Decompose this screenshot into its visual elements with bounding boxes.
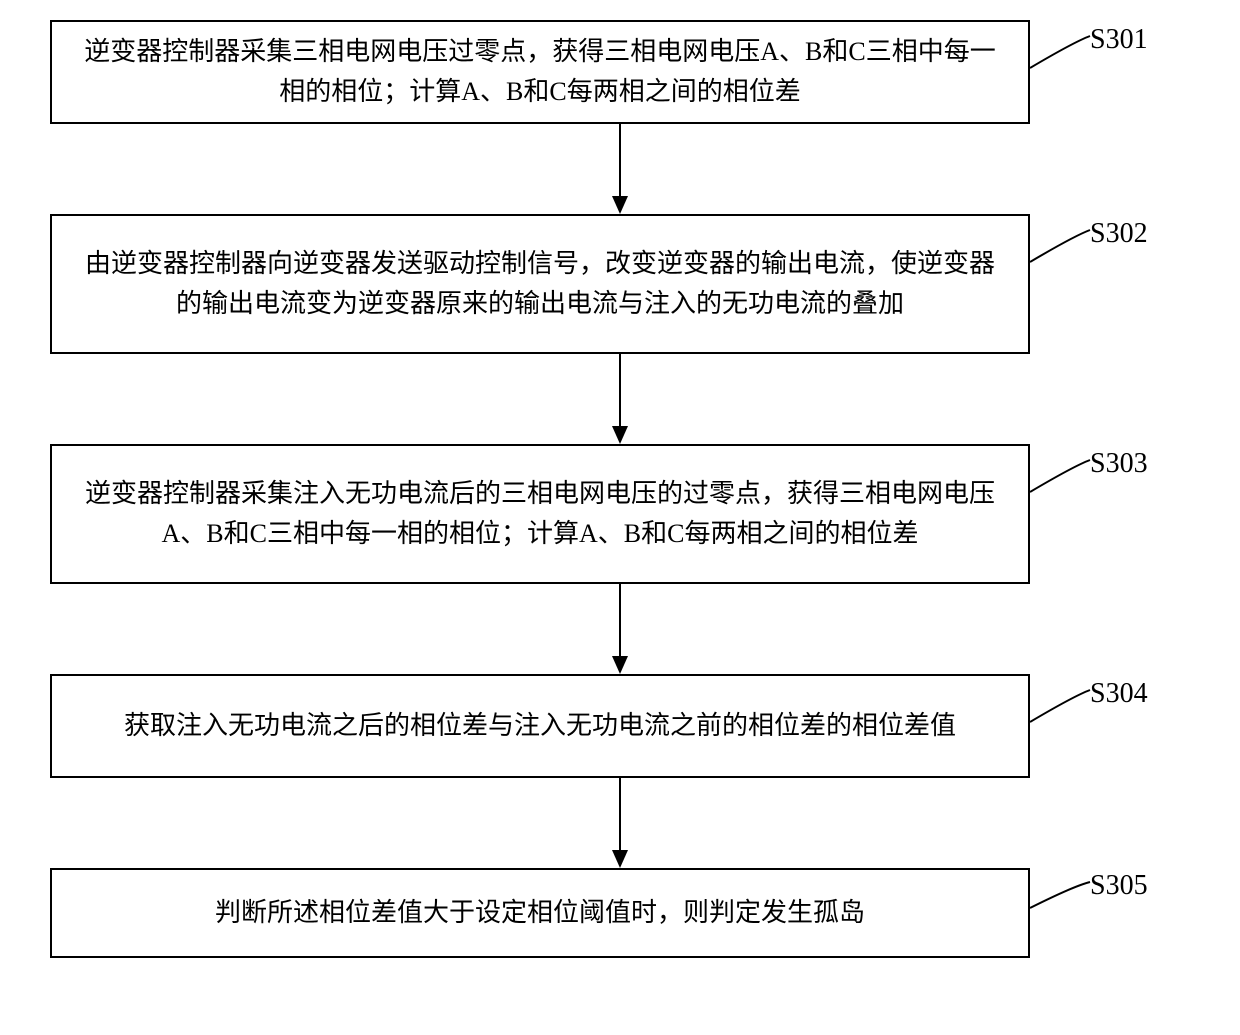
flow-node-s301: 逆变器控制器采集三相电网电压过零点，获得三相电网电压A、B和C三相中每一相的相位… <box>50 20 1030 124</box>
flow-node-s304: 获取注入无功电流之后的相位差与注入无功电流之前的相位差的相位差值 <box>50 674 1030 778</box>
flow-arrow <box>130 584 1110 674</box>
flow-node-s305: 判断所述相位差值大于设定相位阈值时，则判定发生孤岛 <box>50 868 1030 958</box>
node-text: 逆变器控制器采集注入无功电流后的三相电网电压的过零点，获得三相电网电压A、B和C… <box>76 474 1004 555</box>
flow-arrow <box>130 124 1110 214</box>
step-label-s303: S303 <box>1090 448 1148 480</box>
flow-arrow <box>130 778 1110 868</box>
node-text: 判断所述相位差值大于设定相位阈值时，则判定发生孤岛 <box>215 893 865 933</box>
flow-node-s303: 逆变器控制器采集注入无功电流后的三相电网电压的过零点，获得三相电网电压A、B和C… <box>50 444 1030 584</box>
step-label-s302: S302 <box>1090 218 1148 250</box>
step-label-s304: S304 <box>1090 678 1148 710</box>
flow-node-wrap: 逆变器控制器采集注入无功电流后的三相电网电压的过零点，获得三相电网电压A、B和C… <box>50 444 1190 584</box>
step-label-text: S305 <box>1090 870 1148 901</box>
flowchart-container: 逆变器控制器采集三相电网电压过零点，获得三相电网电压A、B和C三相中每一相的相位… <box>50 20 1190 958</box>
node-text: 获取注入无功电流之后的相位差与注入无功电流之前的相位差的相位差值 <box>124 706 956 746</box>
flow-node-s302: 由逆变器控制器向逆变器发送驱动控制信号，改变逆变器的输出电流，使逆变器的输出电流… <box>50 214 1030 354</box>
flow-node-wrap: 逆变器控制器采集三相电网电压过零点，获得三相电网电压A、B和C三相中每一相的相位… <box>50 20 1190 124</box>
node-text: 逆变器控制器采集三相电网电压过零点，获得三相电网电压A、B和C三相中每一相的相位… <box>76 32 1004 113</box>
flow-arrow <box>130 354 1110 444</box>
step-label-s305: S305 <box>1090 870 1148 902</box>
flow-node-wrap: 由逆变器控制器向逆变器发送驱动控制信号，改变逆变器的输出电流，使逆变器的输出电流… <box>50 214 1190 354</box>
node-text: 由逆变器控制器向逆变器发送驱动控制信号，改变逆变器的输出电流，使逆变器的输出电流… <box>76 244 1004 325</box>
step-label-text: S302 <box>1090 218 1148 249</box>
step-label-text: S301 <box>1090 24 1148 55</box>
flow-node-wrap: 判断所述相位差值大于设定相位阈值时，则判定发生孤岛 S305 <box>50 868 1190 958</box>
flow-node-wrap: 获取注入无功电流之后的相位差与注入无功电流之前的相位差的相位差值 S304 <box>50 674 1190 778</box>
step-label-s301: S301 <box>1090 24 1148 56</box>
step-label-text: S304 <box>1090 678 1148 709</box>
step-label-text: S303 <box>1090 448 1148 479</box>
